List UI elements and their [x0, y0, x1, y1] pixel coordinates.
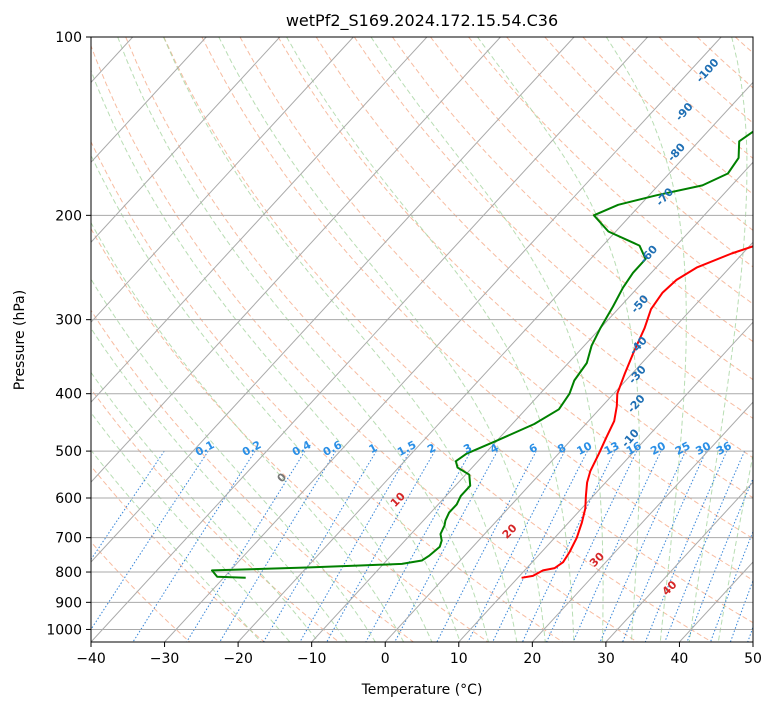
profile-series: [211, 130, 753, 579]
y-tick-label: 100: [55, 30, 82, 46]
moist-adiabat-line: [91, 371, 319, 642]
x-tick-label: −40: [76, 651, 106, 667]
x-tick-label: −30: [150, 651, 180, 667]
isotherm-line: [237, 81, 753, 642]
isotherm-line: [164, 37, 722, 642]
chart-title: wetPf2_S169.2024.172.15.54.C36: [286, 11, 558, 31]
x-tick-label: 50: [744, 651, 762, 667]
dry-adiabat-line: [91, 44, 638, 642]
dry-adiabat-line: [91, 227, 489, 642]
x-axis-title: Temperature (°C): [361, 682, 483, 698]
moist-adiabat-line: [91, 449, 262, 642]
y-tick-label: 600: [55, 491, 82, 507]
isotherm-line: [458, 321, 753, 642]
x-tick-label: −20: [223, 651, 253, 667]
isotherm-line: [91, 37, 501, 483]
isotherm-line: [605, 481, 753, 642]
y-tick-label: 500: [55, 444, 82, 460]
moist-adiabat-line: [91, 69, 461, 642]
x-tick-label: 30: [597, 651, 615, 667]
y-tick-label: 200: [55, 208, 82, 224]
dry-adiabat-line: [91, 465, 265, 642]
moist-adiabat-line: [117, 37, 489, 642]
isotherm-line: [91, 37, 575, 563]
x-tick-label: 40: [671, 651, 689, 667]
isotherms: [91, 37, 753, 642]
mixing-ratio-label: 16: [624, 439, 644, 458]
dry-adiabat-line: [468, 37, 753, 305]
mixing-ratio-label: 20: [648, 439, 668, 458]
dry-adiabat-line: [91, 140, 563, 642]
isotherm-line: [91, 37, 354, 323]
isotherm-line: [384, 241, 753, 642]
isotherm-line: [311, 161, 753, 642]
mixing-ratio-label: 25: [673, 439, 693, 458]
mixing-ratio-label: 10: [575, 439, 595, 458]
dry-adiabat-line: [201, 37, 753, 581]
moist-adiabat-line: [477, 37, 640, 642]
moist-adiabat-line: [370, 37, 604, 642]
moist-adiabat-line: [717, 452, 753, 642]
mixing-ratio-label: 36: [714, 439, 734, 458]
moist-adiabat-line: [91, 221, 405, 642]
x-axis: −40 −30 −20 −10 0 10 20 30 40 50: [76, 642, 762, 667]
dry-adiabat-line: [315, 37, 753, 459]
dry-adiabat-line: [163, 37, 753, 624]
dry-adiabat-line: [91, 541, 191, 642]
y-tick-label: 700: [55, 531, 82, 547]
dry-adiabat-line: [391, 37, 753, 381]
moist-adiabat-line: [286, 37, 575, 642]
dry-adiabat-line: [277, 37, 753, 499]
y-axis-title: Pressure (hPa): [12, 290, 28, 390]
y-axis: 100 200 300 400 500 600 700 800 900 1000: [46, 30, 91, 638]
moist-adiabat-line: [605, 37, 687, 642]
x-tick-label: −10: [297, 651, 327, 667]
moist-adiabat-line: [91, 154, 433, 642]
plot-frame: [90, 36, 754, 643]
isotherm-line: [91, 37, 428, 403]
y-tick-label: 800: [55, 565, 82, 581]
moist-adiabat-line: [91, 278, 376, 642]
y-tick-label: 1000: [46, 622, 82, 638]
temperature-profile-line: [521, 245, 753, 579]
x-tick-label: 20: [523, 651, 541, 667]
isotherm-line: [91, 37, 207, 164]
mixing-ratio-label: 30: [693, 439, 713, 458]
pressure-gridlines: [91, 37, 753, 630]
isotherm-line: [91, 37, 648, 642]
mixing-ratio-label: 13: [602, 439, 622, 458]
dry-adiabat-line: [430, 37, 753, 343]
x-tick-label: 0: [381, 651, 390, 667]
y-tick-label: 400: [55, 387, 82, 403]
moist-adiabat-line: [218, 37, 546, 642]
isotherm-line: [531, 401, 753, 642]
y-tick-label: 300: [55, 313, 82, 329]
y-tick-label: 900: [55, 595, 82, 611]
dry-adiabat-line: [353, 37, 753, 419]
dry-adiabat-line: [91, 388, 340, 642]
moist-adiabat-line: [91, 327, 348, 642]
x-tick-label: 10: [450, 651, 468, 667]
dewpoint-profile-line: [211, 130, 753, 579]
isotherm-line: [91, 37, 281, 243]
